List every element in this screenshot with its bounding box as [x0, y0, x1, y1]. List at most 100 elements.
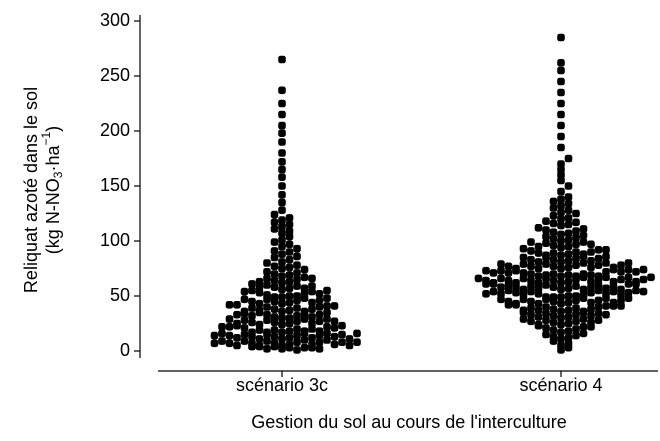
point [285, 277, 294, 286]
point [248, 286, 256, 295]
point [240, 330, 249, 339]
point [278, 272, 286, 280]
point [285, 284, 294, 293]
point [564, 250, 573, 258]
point [579, 307, 588, 316]
point [270, 313, 279, 321]
point [609, 277, 618, 286]
point [624, 288, 633, 297]
point [549, 293, 558, 301]
point [323, 336, 331, 344]
point [594, 296, 603, 305]
point [572, 248, 580, 256]
point [233, 301, 241, 309]
point [278, 198, 286, 207]
point [278, 307, 286, 316]
point [579, 259, 588, 267]
point [594, 303, 603, 311]
point [549, 283, 558, 291]
point [624, 280, 633, 288]
point [609, 298, 618, 307]
y-tick-label: 50 [110, 285, 130, 305]
point [572, 227, 580, 235]
point [255, 277, 264, 286]
point [255, 299, 264, 308]
point [308, 334, 316, 342]
point [624, 273, 633, 282]
point [512, 299, 520, 308]
point [549, 249, 558, 257]
unit-part: ·ha [43, 145, 63, 172]
point [233, 310, 241, 319]
point [519, 260, 528, 268]
point [564, 313, 573, 321]
point [624, 259, 633, 267]
point [534, 242, 543, 251]
point [594, 246, 603, 254]
point [572, 261, 580, 269]
point [285, 292, 294, 300]
point [564, 306, 573, 315]
point [255, 320, 264, 329]
point [557, 88, 565, 97]
point [564, 214, 573, 222]
point [285, 214, 294, 222]
x-axis-label: Gestion du sol au cours de l'intercultur… [251, 412, 567, 432]
point [572, 272, 580, 280]
point [542, 293, 550, 301]
point [542, 217, 550, 225]
point [557, 187, 565, 196]
point [512, 264, 520, 273]
point [248, 328, 256, 337]
point [527, 262, 535, 271]
point [270, 332, 279, 341]
point [534, 306, 543, 315]
point [248, 342, 256, 351]
point [270, 276, 279, 285]
point [647, 273, 655, 282]
point [308, 274, 316, 283]
point [278, 242, 286, 251]
point [278, 182, 286, 190]
point [557, 285, 565, 294]
point [278, 173, 286, 181]
point [564, 154, 573, 163]
point [557, 258, 565, 266]
point [579, 315, 588, 323]
point [617, 285, 625, 294]
point [587, 305, 595, 313]
point [300, 307, 309, 316]
point [315, 338, 324, 346]
point [557, 132, 565, 141]
point [549, 276, 558, 285]
point [248, 280, 256, 288]
point [542, 271, 550, 279]
point [579, 329, 588, 338]
point [330, 340, 339, 349]
point [278, 299, 286, 308]
point [300, 327, 309, 335]
point [542, 281, 550, 289]
point [527, 297, 535, 306]
point [330, 332, 339, 341]
point [323, 308, 331, 317]
point [300, 273, 309, 282]
point [542, 324, 550, 332]
point [564, 284, 573, 293]
point [300, 336, 309, 344]
point [225, 301, 234, 309]
point [293, 244, 301, 253]
point [315, 290, 324, 298]
point [572, 317, 580, 326]
point [285, 248, 294, 256]
y-tick-label: 100 [100, 230, 130, 250]
point [557, 293, 565, 301]
point [218, 323, 226, 331]
point [572, 254, 580, 263]
unit-sub: 3 [51, 171, 65, 178]
point [315, 327, 324, 335]
point [278, 229, 286, 238]
point [285, 227, 294, 235]
point [542, 239, 550, 247]
